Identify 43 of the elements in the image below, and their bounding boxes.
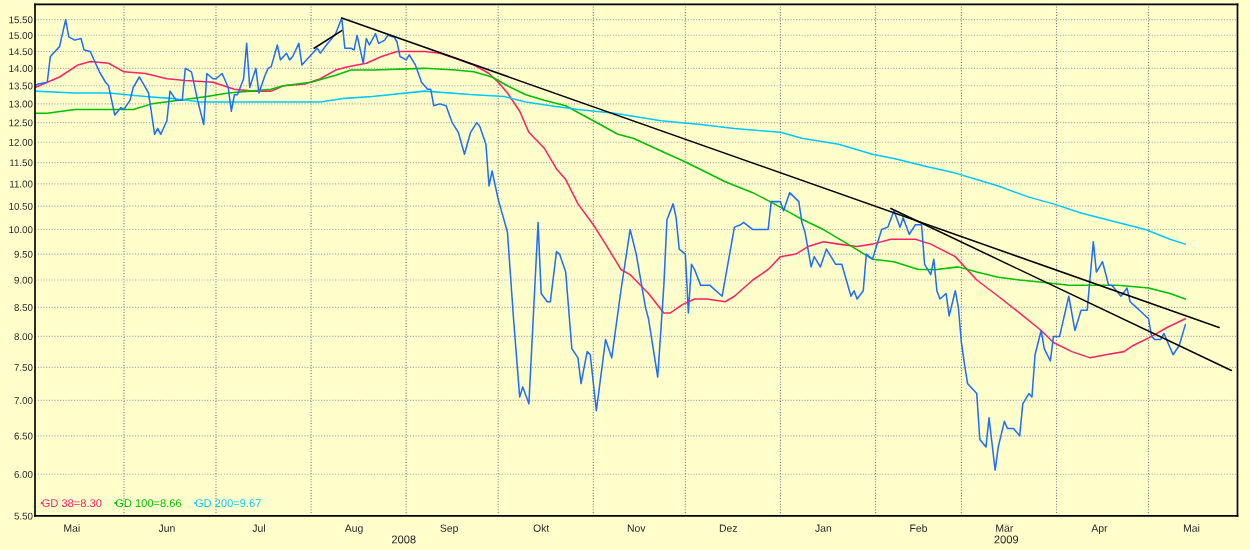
y-tick-label: 6.50 [14,432,33,440]
x-tick-label: Okt [533,524,550,532]
legend-label: GD 100=8.66 [115,499,182,508]
y-tick-label: 14.00 [9,65,33,72]
y-tick-label: 15.50 [9,16,33,24]
y-tick-label: 7.00 [14,397,33,404]
y-tick-label: 13.00 [9,100,33,108]
legend-label: GD 200=9.67 [195,499,261,508]
y-tick-label: 11.50 [10,159,33,167]
x-tick-label: Aug [344,524,363,534]
x-tick-label: Feb [910,524,928,532]
x-tick-label: Dez [719,524,738,532]
text: 2009 [994,535,1019,544]
x-tick-label: Apr [1091,524,1108,534]
x-tick-label: Sep [440,524,458,534]
y-tick-label: 12.00 [9,138,33,146]
y-tick-label: 5.50 [14,512,33,520]
y-tick-label: 9.00 [14,276,33,284]
x-tick-label: Mai [1183,524,1200,532]
y-tick-label: 8.00 [14,333,33,341]
x-tick-label: Jan [815,524,832,532]
x-tick-label: Mär [996,524,1014,532]
y-tick-label: 10.50 [9,202,33,210]
line-series [35,90,1187,245]
text: 2008 [391,535,416,544]
y-tick-label: 15.00 [9,32,33,39]
y-tick-label: 14.50 [9,48,33,56]
y-tick-label: 6.00 [14,470,33,478]
x-tick-label: Nov [627,524,646,532]
y-tick-label: 7.50 [14,364,33,371]
y-tick-label: 10.00 [9,226,33,234]
x-tick-label: Jul [252,524,265,532]
x-tick-label: Jun [158,524,175,532]
line-series [35,17,1187,472]
y-tick-label: 12.50 [9,119,33,127]
y-tick-label: 13.50 [9,82,33,90]
y-tick-label: 11.00 [10,180,33,188]
legend-label: GD 38=8.30 [42,499,102,508]
y-tick-label: 9.50 [14,250,33,258]
y-tick-label: 8.50 [14,304,33,311]
line-series [35,50,1187,359]
x-tick-label: Mai [64,524,80,532]
line-series [35,67,1187,300]
